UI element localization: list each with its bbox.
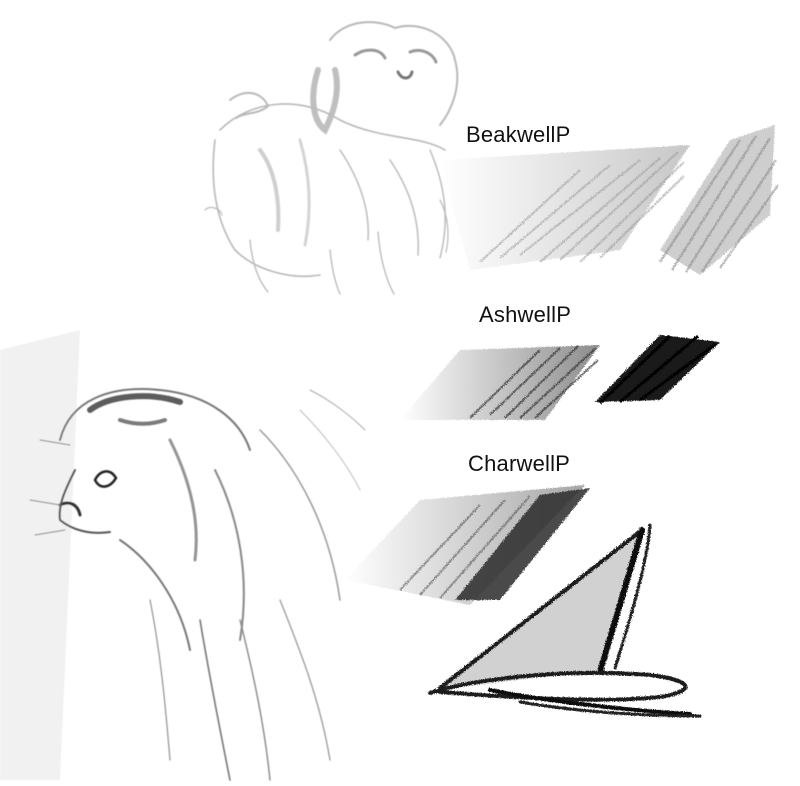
hat-sketch-icon (428, 523, 702, 718)
ashwell-swatch (400, 345, 600, 420)
dog-sketch-icon (204, 21, 459, 295)
charwellp-label: CharwellP (468, 451, 571, 476)
ashwell-swatch-dense (595, 334, 720, 405)
cat-sketch-icon (0, 330, 366, 781)
ashwellp-label: AshwellP (479, 302, 572, 327)
beakwell-swatch-dense (659, 125, 779, 275)
charwell-swatch (345, 485, 590, 605)
beakwellp-label: BeakwellP (466, 122, 571, 147)
beakwell-swatch (440, 145, 690, 270)
